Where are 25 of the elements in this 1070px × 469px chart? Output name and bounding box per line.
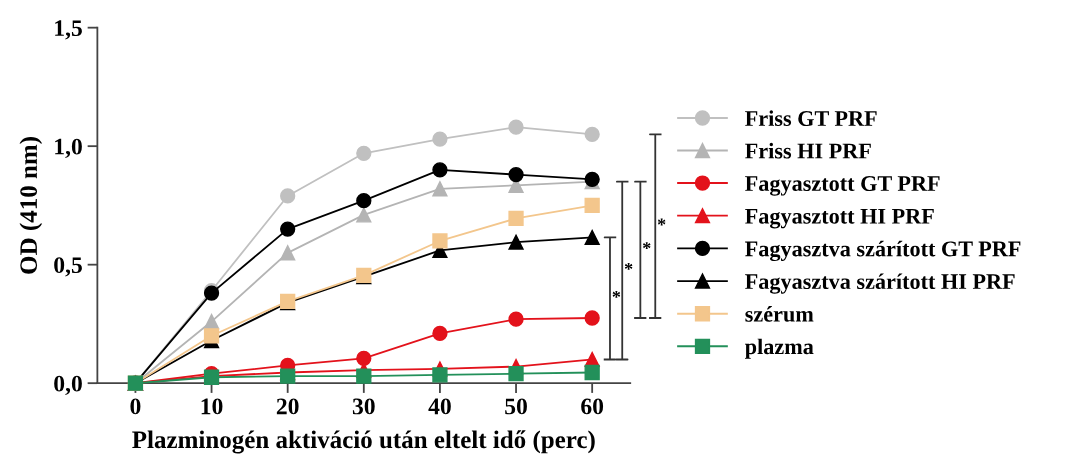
legend-label: Friss HI PRF [745,142,871,159]
legend-label: Fagyasztott GT PRF [745,176,940,196]
legend-label: szérum [745,306,814,322]
text: * [657,218,666,226]
x-tick-label: 10 [201,398,223,415]
x-axis-title: Plazminogén aktiváció után eltelt idő (perc) [132,430,595,454]
legend-label: Fagyasztva szárított HI PRF [745,273,1015,294]
y-tick-label: 0,0 [54,375,82,396]
legend-label: Fagyasztott HI PRF [745,208,934,229]
x-tick-label: 0 [130,398,141,415]
text: * [642,242,651,250]
legend-label: plazma [745,338,814,359]
x-tick-label: 20 [276,398,299,415]
annotation: * [624,263,633,270]
annotation: * [612,290,621,298]
x-tick-label: 50 [505,398,527,415]
y-tick-label: 1,0 [55,138,82,159]
y-tick-label: 1,5 [55,20,82,40]
y-axis-title: OD (410 nm) [19,137,43,274]
x-tick-label: 30 [352,398,375,415]
legend-label: Friss GT PRF [745,110,877,126]
x-tick-label: 40 [428,398,451,415]
y-tick-label: 0,5 [54,257,82,277]
legend-label: Fagyasztva szárított GT PRF [745,240,1021,262]
x-tick-label: 60 [581,398,604,415]
